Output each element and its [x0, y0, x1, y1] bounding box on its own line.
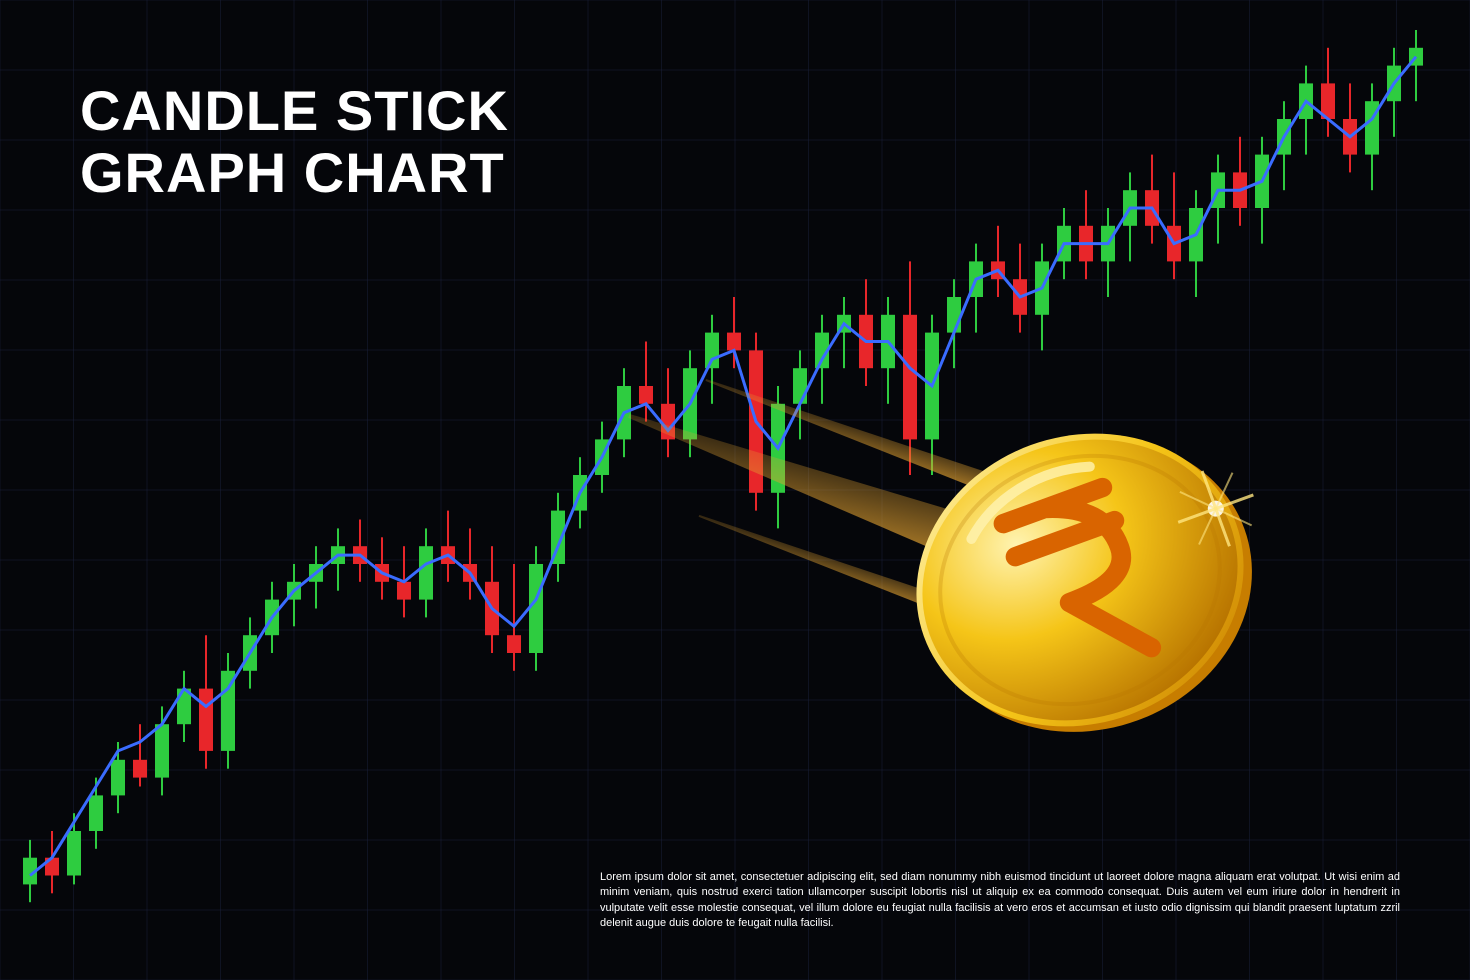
- body-text: Lorem ipsum dolor sit amet, consectetuer…: [600, 870, 1400, 932]
- title-line2: GRAPH CHART: [80, 142, 509, 204]
- page-title: CANDLE STICK GRAPH CHART: [80, 80, 509, 203]
- title-line1: CANDLE STICK: [80, 80, 509, 142]
- chart-canvas: CANDLE STICK GRAPH CHART Lorem ipsum dol…: [0, 0, 1470, 980]
